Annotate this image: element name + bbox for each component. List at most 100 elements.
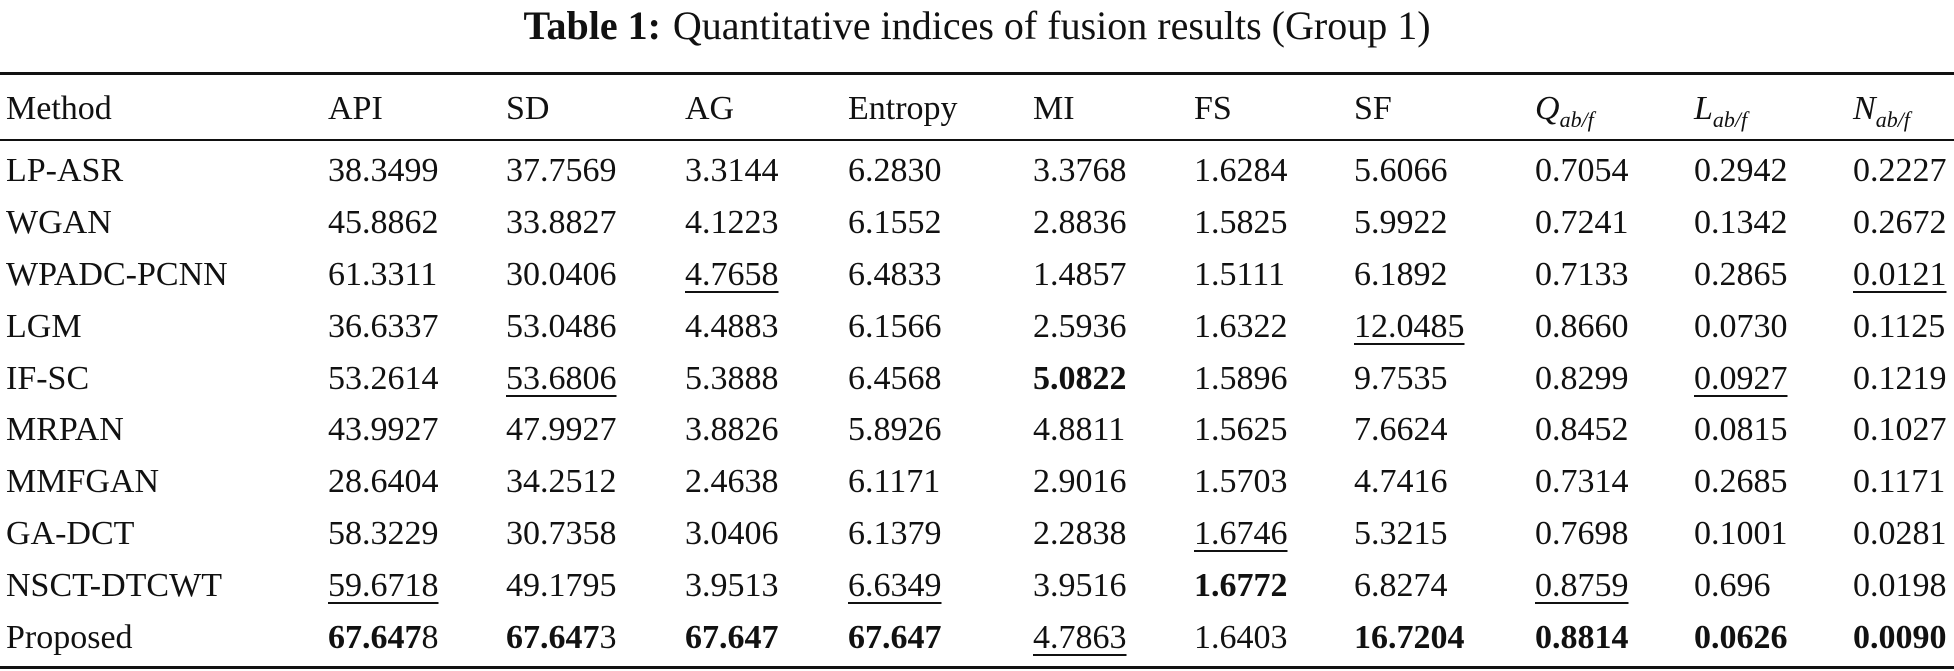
- value-cell: 2.5936: [1033, 308, 1127, 345]
- method-name: LP-ASR: [6, 152, 124, 189]
- value-cell: 3.3768: [1033, 152, 1127, 189]
- header-rule: [0, 139, 1954, 141]
- value-cell: 0.0927: [1694, 360, 1788, 397]
- value-cell: 0.0281: [1853, 515, 1947, 552]
- header-cell: Method: [6, 90, 112, 127]
- value-cell: 3.0406: [685, 515, 779, 552]
- method-name: WGAN: [6, 204, 112, 241]
- header-subscript: ab/f: [1559, 107, 1594, 132]
- value-cell: 6.2830: [848, 152, 942, 189]
- header-symbol: Q: [1535, 90, 1560, 127]
- value-cell: 4.7863: [1033, 619, 1127, 656]
- value-cell: 1.5625: [1194, 411, 1288, 448]
- value-cell: 30.7358: [506, 515, 617, 552]
- value-cell: 37.7569: [506, 152, 617, 189]
- value-cell: 2.2838: [1033, 515, 1127, 552]
- header-symbol: L: [1694, 90, 1713, 127]
- header-cell: Lab/f: [1694, 89, 1747, 140]
- top-rule: [0, 72, 1954, 75]
- value-cell: 49.1795: [506, 567, 617, 604]
- value-cell: 0.2865: [1694, 256, 1788, 293]
- value-cell: 30.0406: [506, 256, 617, 293]
- value-cell: 1.6772: [1194, 567, 1288, 604]
- method-name: MRPAN: [6, 411, 124, 448]
- value-cell: 0.1342: [1694, 204, 1788, 241]
- value-cell: 2.8836: [1033, 204, 1127, 241]
- value-cell: 0.1219: [1853, 360, 1947, 397]
- header-cell: MI: [1033, 90, 1075, 127]
- value-cell: 5.9922: [1354, 204, 1448, 241]
- value-cell: 45.8862: [328, 204, 439, 241]
- value-cell: 67.647: [685, 619, 779, 656]
- value-cell: 34.2512: [506, 463, 617, 500]
- value-cell: 43.9927: [328, 411, 439, 448]
- value-cell: 5.6066: [1354, 152, 1448, 189]
- value-cell: 4.4883: [685, 308, 779, 345]
- value-cell: 4.1223: [685, 204, 779, 241]
- value-cell: 0.2685: [1694, 463, 1788, 500]
- value-cell: 1.6322: [1194, 308, 1288, 345]
- value-cell: 6.4568: [848, 360, 942, 397]
- value-cell: 3.8826: [685, 411, 779, 448]
- value-cell: 0.2942: [1694, 152, 1788, 189]
- value-cell: 6.1379: [848, 515, 942, 552]
- header-subscript: ab/f: [1875, 107, 1910, 132]
- plain-part: 8: [421, 619, 439, 656]
- value-cell: 53.0486: [506, 308, 617, 345]
- value-cell: 1.4857: [1033, 256, 1127, 293]
- value-cell: 59.6718: [328, 567, 439, 604]
- header-subscript: ab/f: [1712, 107, 1748, 132]
- value-cell: 0.1001: [1694, 515, 1788, 552]
- header-cell: Entropy: [848, 90, 958, 127]
- method-name: GA-DCT: [6, 515, 135, 552]
- value-cell: 1.5825: [1194, 204, 1288, 241]
- value-cell: 6.1552: [848, 204, 942, 241]
- value-cell: 5.3215: [1354, 515, 1448, 552]
- value-cell: 0.1125: [1853, 308, 1946, 345]
- value-cell: 16.7204: [1354, 619, 1465, 656]
- value-cell: 6.8274: [1354, 567, 1448, 604]
- value-cell: 0.1171: [1853, 463, 1946, 500]
- value-cell: 3.9516: [1033, 567, 1127, 604]
- value-cell: 53.2614: [328, 360, 439, 397]
- value-cell: 1.5111: [1194, 256, 1285, 293]
- value-cell: 6.1892: [1354, 256, 1448, 293]
- method-name: MMFGAN: [6, 463, 160, 500]
- value-cell: 0.0121: [1853, 256, 1947, 293]
- value-cell: 0.8299: [1535, 360, 1629, 397]
- header-cell: SD: [506, 90, 550, 127]
- value-cell: 0.8814: [1535, 619, 1629, 656]
- value-cell: 0.8452: [1535, 411, 1629, 448]
- value-cell: 0.8660: [1535, 308, 1629, 345]
- value-cell: 1.5703: [1194, 463, 1288, 500]
- method-name: Proposed: [6, 619, 133, 656]
- header-cell: SF: [1354, 90, 1392, 127]
- header-cell: Nab/f: [1853, 89, 1910, 140]
- value-cell: 5.8926: [848, 411, 942, 448]
- value-cell: 9.7535: [1354, 360, 1448, 397]
- value-cell: 6.1171: [848, 463, 941, 500]
- value-cell: 0.7054: [1535, 152, 1629, 189]
- value-cell: 1.6284: [1194, 152, 1288, 189]
- value-cell: 53.6806: [506, 360, 617, 397]
- value-cell: 67.6473: [506, 618, 617, 658]
- value-cell: 5.3888: [685, 360, 779, 397]
- value-cell: 67.647: [848, 619, 942, 656]
- method-name: IF-SC: [6, 360, 90, 397]
- plain-part: 3: [599, 619, 617, 656]
- value-cell: 6.6349: [848, 567, 942, 604]
- value-cell: 5.0822: [1033, 360, 1127, 397]
- method-name: WPADC-PCNN: [6, 256, 228, 293]
- value-cell: 1.6746: [1194, 515, 1288, 552]
- header-cell: AG: [685, 90, 735, 127]
- value-cell: 38.3499: [328, 152, 439, 189]
- table-title: Table 1: Quantitative indices of fusion r…: [0, 2, 1954, 49]
- value-cell: 33.8827: [506, 204, 617, 241]
- bottom-rule: [0, 666, 1954, 669]
- value-cell: 0.7241: [1535, 204, 1629, 241]
- header-symbol: N: [1853, 90, 1876, 127]
- value-cell: 0.8759: [1535, 567, 1629, 604]
- value-cell: 2.9016: [1033, 463, 1127, 500]
- value-cell: 0.7133: [1535, 256, 1629, 293]
